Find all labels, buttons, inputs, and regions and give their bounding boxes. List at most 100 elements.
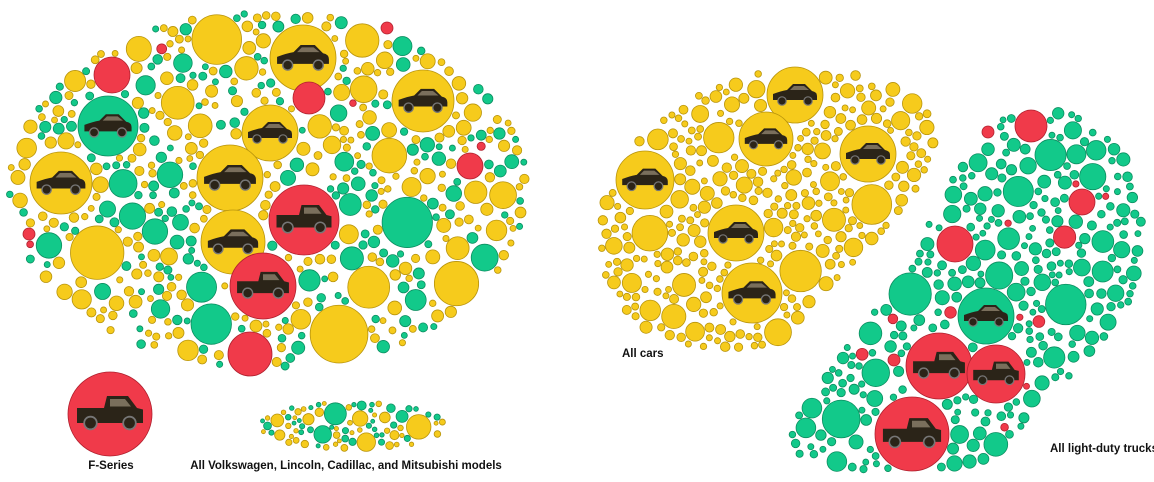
bubble-car <box>800 189 809 198</box>
bubble-car <box>345 23 380 58</box>
bubble-truck <box>1021 242 1028 250</box>
bubble-car <box>698 308 708 318</box>
bubble-car <box>676 233 690 247</box>
bubble-truck <box>829 383 838 392</box>
bubble-truck <box>308 405 314 411</box>
bubble-truck <box>995 158 1007 170</box>
bubble-truck <box>1086 220 1097 231</box>
bubble-car <box>750 341 759 350</box>
bubble-car <box>331 123 340 132</box>
bubble-truck <box>108 169 138 198</box>
bubble-truck <box>379 432 385 438</box>
bubble-car <box>911 184 920 193</box>
bubble-truck <box>836 387 846 398</box>
bubble-truck <box>1033 264 1043 274</box>
bubble-car <box>767 260 775 268</box>
sedan-icon <box>773 84 817 106</box>
bubble-car <box>712 171 728 187</box>
bubble-car <box>392 172 400 180</box>
bubble-car <box>877 227 886 236</box>
bubble-truck <box>1068 214 1083 229</box>
bubble-car <box>18 158 31 171</box>
bubble-truck <box>1130 256 1138 264</box>
bubble-truck <box>109 217 120 228</box>
bubble-truck <box>997 227 1020 250</box>
bubble-car <box>177 339 199 362</box>
bubble-car <box>484 172 496 183</box>
bubble-car <box>184 142 198 155</box>
bubble-car <box>820 130 832 141</box>
bubble-truck <box>1045 238 1055 248</box>
bubble-truck <box>1041 248 1052 259</box>
bubble-car <box>644 270 652 278</box>
bubble-car <box>754 186 763 195</box>
bubble-truck <box>1026 335 1034 344</box>
bubble-car <box>672 273 696 297</box>
bubble-truck <box>139 122 150 133</box>
bubble-truck <box>1122 171 1133 183</box>
bubble-truck <box>1126 265 1142 282</box>
bubble-car <box>830 161 841 172</box>
bubble-truck <box>1108 157 1116 165</box>
bubble-car <box>699 249 709 258</box>
bubble-truck <box>6 190 14 199</box>
bubble-car <box>413 158 421 166</box>
bubble-car <box>70 225 125 280</box>
bubble-truck <box>338 193 362 216</box>
bubble-truck <box>968 394 979 405</box>
bubble-truck <box>448 144 456 152</box>
bubble-car <box>292 415 298 421</box>
bubble-truck <box>25 254 35 264</box>
bubble-car <box>698 277 706 284</box>
bubble-car <box>794 143 802 152</box>
bubble-truck <box>216 360 224 368</box>
bubble-car <box>342 174 351 182</box>
bubble-car <box>174 34 184 44</box>
bubble-truck <box>136 339 146 349</box>
bubble-car <box>342 143 351 152</box>
bubble-highlight <box>1032 315 1046 328</box>
bubble-car <box>130 62 143 75</box>
bubble-car <box>154 92 162 99</box>
bubble-car <box>108 310 118 321</box>
bubble-car <box>721 162 732 173</box>
bubble-car <box>820 171 840 192</box>
group-labels: F-Series All Volkswagen, Lincoln, Cadill… <box>88 348 1154 472</box>
bubble-car <box>677 214 686 223</box>
bubble-truck <box>154 207 164 217</box>
bubble-truck <box>815 429 827 441</box>
bubble-car <box>669 142 678 151</box>
bubble-car <box>285 422 292 429</box>
bubble-truck <box>884 340 897 353</box>
bubble-car <box>303 256 313 266</box>
bubble-car <box>486 126 494 135</box>
bubble-highlight <box>156 43 168 55</box>
bubble-truck <box>1003 402 1013 412</box>
bubble-car <box>849 258 857 266</box>
bubble-car <box>213 350 224 361</box>
bubble-truck <box>1013 323 1024 334</box>
bubble-truck <box>373 432 380 439</box>
bubble-car <box>614 202 622 210</box>
bubble-truck <box>889 330 899 340</box>
bubble-truck <box>1113 218 1122 227</box>
bubble-truck <box>433 413 441 421</box>
bubble-car <box>322 444 330 451</box>
bubble-car <box>375 400 382 408</box>
bubble-car <box>704 322 715 333</box>
bubble-car <box>787 294 797 303</box>
bubble-truck <box>59 222 69 232</box>
bubble-car <box>738 193 747 203</box>
bubble-car <box>820 119 830 130</box>
bubble-car <box>147 161 156 169</box>
bubble-truck <box>849 352 856 360</box>
bubble-truck <box>993 188 1002 197</box>
bubble-truck <box>189 71 197 79</box>
bubble-truck <box>801 397 823 419</box>
bubble-truck <box>1051 247 1061 257</box>
bubble-truck <box>155 151 167 163</box>
bubble-truck <box>951 291 963 303</box>
bubble-car <box>357 131 365 139</box>
bubble-truck <box>1048 131 1056 139</box>
bubble-truck <box>291 420 297 426</box>
